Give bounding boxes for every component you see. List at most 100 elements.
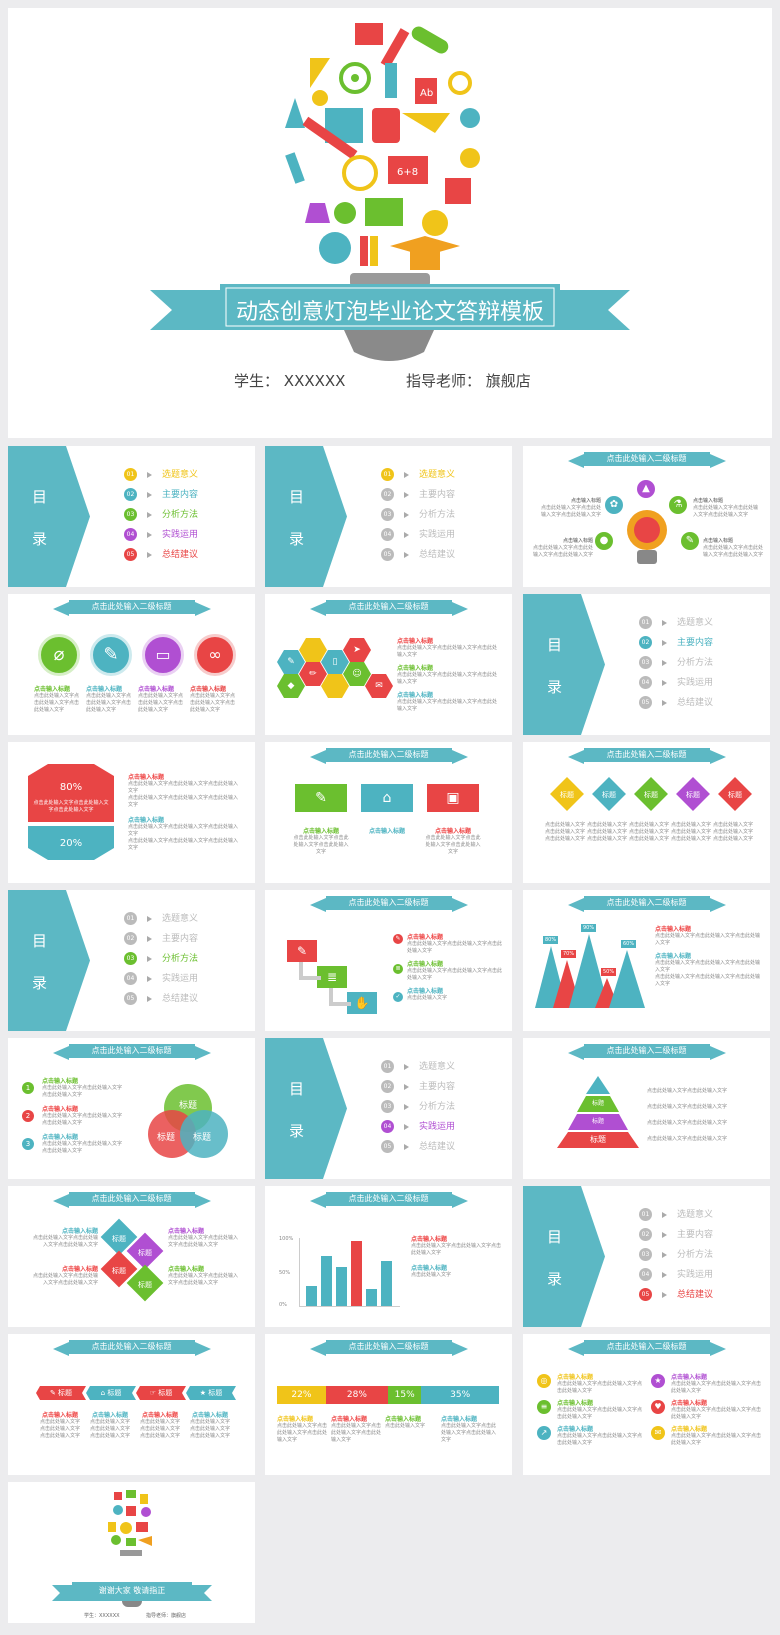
pyramid-tag-3: 标题 [591,1118,604,1125]
student-label: 学生： [234,372,280,390]
toc-label: 实践运用 [162,530,199,540]
toc-item[interactable]: 01 选题意义 [639,616,713,630]
toc-item[interactable]: 03 分析方法 [124,952,198,966]
toc-label: 选题意义 [162,470,199,480]
toc-item[interactable]: 02 主要内容 [124,488,198,502]
toc-num: 04 [639,676,652,689]
toc-item[interactable]: 03 分析方法 [639,656,713,670]
diamond-tag-2: 标题 [602,791,616,799]
toc-item[interactable]: 04 实践运用 [124,528,198,542]
toc-item[interactable]: 05 总结建议 [381,548,455,562]
toc-item[interactable]: 04 实践运用 [124,972,198,986]
toc-item[interactable]: 03 分析方法 [381,508,455,522]
triangle-chart-slide[interactable]: 点击此处输入二级标题 80% 70% 90% 50% 60% 点击输入标题 点击… [523,890,770,1031]
toc-item[interactable]: 01 选题意义 [381,1060,455,1074]
pyramid-text-1: 点击此处输入文字点击此处输入文字 [647,1088,728,1094]
idea-icon [460,148,480,168]
toc-label: 分析方法 [419,510,456,520]
toc-item[interactable]: 05 总结建议 [639,1288,713,1302]
percent-hexagon [28,764,114,860]
puzzle-diamond-slide[interactable]: 点击此处输入二级标题 标题 标题 标题 标题 点击输入标题 点击此处输入文字点击此… [8,1186,255,1327]
toc-label: 主要内容 [162,934,199,944]
toc-item[interactable]: 04 实践运用 [639,1268,713,1282]
pencil-icon [285,152,305,184]
toc-item[interactable]: 05 总结建议 [124,548,198,562]
venn-tag-2: 标题 [156,1133,175,1143]
pencil-icon: ✎ [393,934,403,944]
toc-item[interactable]: 03 分析方法 [381,1100,455,1114]
hex-body-3: 点击此处输入文字点击此处输入文字点击此处输入文字 [397,699,498,712]
block-heading: 点击输入标题 [570,498,601,504]
progress-body: 点击此处输入文字点击此处输入文字点击此处输入文字 [277,1423,328,1443]
toc-label: 主要内容 [677,638,714,648]
speech-boxes-slide[interactable]: 点击此处输入二级标题 ✎ ⌂ ▣ 点击输入标题 点击此处输入文字点击此处输入文字点… [265,742,512,883]
chevron-right-icon [404,1063,409,1070]
bulb-radial-slide[interactable]: 点击此处输入二级标题 ✿ ▲ ⚗ ● ✎ 点击输入标题 点击此处输入文字点击此处… [523,446,770,587]
toc-slide-4[interactable]: 目 录 01 选题意义 02 主要内容 03 分析方法 04 实践运用 05 总结建议 [8,890,255,1031]
bus-icon [372,108,400,143]
toc-num: 05 [381,548,394,561]
icon-list-text-4: 点击输入标题 点击此处输入文字点击此处输入文字点击此处输入文字 [671,1372,763,1395]
end-slide[interactable]: 谢谢大家 敬请指正 学生：XXXXXX 指导老师：旗舰店 [8,1482,255,1623]
toc-item[interactable]: 02 主要内容 [639,1228,713,1242]
venn-heading: 点击输入标题 [42,1078,79,1085]
toc-slide-6[interactable]: 目 录 01 选题意义 02 主要内容 03 分析方法 04 实践运用 05 总结建议 [523,1186,770,1327]
hex-heading-2: 点击输入标题 [397,665,434,672]
flow-slide[interactable]: 点击此处输入二级标题 ✎ ≣ ✋ ✎ ≣ ✓ 点击输入标题 点击此处输入文字点击… [265,890,512,1031]
venn-diagram [148,1084,228,1158]
thumbs-up-icon: ✓ [393,992,403,1002]
icon-list-slide[interactable]: 点击此处输入二级标题 ◎ ≡ ↗ ★ ♥ ✉ 点击输入标题 点击此处输入文字点击此… [523,1334,770,1475]
toc-item[interactable]: 02 主要内容 [639,636,713,650]
toc-item[interactable]: 04 实践运用 [381,1120,455,1134]
toc-item[interactable]: 03 分析方法 [124,508,198,522]
toc-arrow: 目 录 [523,594,605,735]
venn-slide[interactable]: 点击此处输入二级标题 1 2 3 点击输入标题 点击此处输入文字点击此处输入文字点… [8,1038,255,1179]
arrow-tags-slide[interactable]: 点击此处输入二级标题 ✎ 标题 ⌂ 标题 ☞ 标题 ★ 标题 点击输入标题 点击此… [8,1334,255,1475]
puzzle-heading: 点击输入标题 [168,1228,205,1235]
toc-slide-3[interactable]: 目 录 01 选题意义 02 主要内容 03 分析方法 04 实践运用 05 总结建议 [523,594,770,735]
toc-item[interactable]: 01 选题意义 [639,1208,713,1222]
arrow-tag-label: 标题 [158,1389,173,1397]
diamond-text-5: 点击此处输入文字点击此处输入文字点击此处输入文字 [713,822,754,842]
toc-item[interactable]: 01 选题意义 [381,468,455,482]
toc-item[interactable]: 02 主要内容 [381,1080,455,1094]
arrow-body: 点击此处输入文字点击此处输入文字点击此处输入文字 [139,1419,180,1439]
toc-slide-5[interactable]: 目 录 01 选题意义 02 主要内容 03 分析方法 04 实践运用 05 总结建议 [265,1038,512,1179]
hexagon-slide[interactable]: 点击此处输入二级标题 ✎ ✏ ▯ ➤ ☺ ◆ ✉ 点击输入标题 点击此处输入文字… [265,594,512,735]
toc-item[interactable]: 03 分析方法 [639,1248,713,1262]
venn-tag-3: 标题 [192,1133,211,1143]
tri-body-2: 点击此处输入文字点击此处输入文字点击此处输入文字 [655,960,761,973]
toc-item[interactable]: 04 实践运用 [639,676,713,690]
toc-slide-2[interactable]: 目 录 01 选题意义 02 主要内容 03 分析方法 04 实践运用 05 总结建议 [265,446,512,587]
progress-body: 点击此处输入文字点击此处输入文字点击此处输入文字 [331,1423,382,1443]
chalkboard-icon [388,156,428,184]
diamonds-slide[interactable]: 点击此处输入二级标题 标题 标题 标题 标题 标题 点击此处输入文字点击此处输入… [523,742,770,883]
bar-chart-slide[interactable]: 点击此处输入二级标题 100% 50% 0% 点击输入标题 点击此处输入文字点击… [265,1186,512,1327]
cover-slide[interactable]: Ab 6+8 动态创意灯泡毕业论文答辩模板 学生： XX [8,8,772,438]
toc-num: 01 [639,1208,652,1221]
toc-item[interactable]: 02 主要内容 [381,488,455,502]
text-block-left-2: 点击输入标题 点击此处输入文字点击此处输入文字点击此处输入文字 [531,538,593,559]
percent-hex-slide[interactable]: 80% 点击此处输入文字点击此处输入文字点击此处输入文字 20% 点击输入标题 … [8,742,255,883]
number-badge-3: 3 [22,1138,34,1150]
four-circles-slide[interactable]: 点击此处输入二级标题 ⌀ ✎ ▭ ∞ 点击输入标题 点击此处输入文字点击此处输入文… [8,594,255,735]
clock-icon [342,155,378,191]
triangle-label-1: 80% [543,936,559,944]
toc-item[interactable]: 05 总结建议 [639,696,713,710]
pyramid-slide[interactable]: 点击此处输入二级标题 标题 标题 标题 点击此处输入文字点击此处输入文字 点击此… [523,1038,770,1179]
toc-item[interactable]: 01 选题意义 [124,912,198,926]
toc-slide-1[interactable]: 目 录 01 选题意义 02 主要内容 03 分析方法 04 实践运用 05 总结建议 [8,446,255,587]
toc-item[interactable]: 05 总结建议 [381,1140,455,1154]
toc-label: 选题意义 [677,1210,714,1220]
target-icon: ◎ [537,1374,551,1388]
toc-item[interactable]: 04 实践运用 [381,528,455,542]
end-advisor: 指导老师：旗舰店 [146,1613,187,1619]
toc-label: 主要内容 [419,1082,456,1092]
progress-slide[interactable]: 点击此处输入二级标题 22% 28% 15% 35% 点击输入标题 点击此处输入文… [265,1334,512,1475]
toc-item[interactable]: 02 主要内容 [124,932,198,946]
toc-item[interactable]: 05 总结建议 [124,992,198,1006]
toc-num: 04 [124,972,137,985]
star-icon: ★ [199,1389,209,1397]
toc-item[interactable]: 01 选题意义 [124,468,198,482]
bar-1 [306,1285,317,1306]
